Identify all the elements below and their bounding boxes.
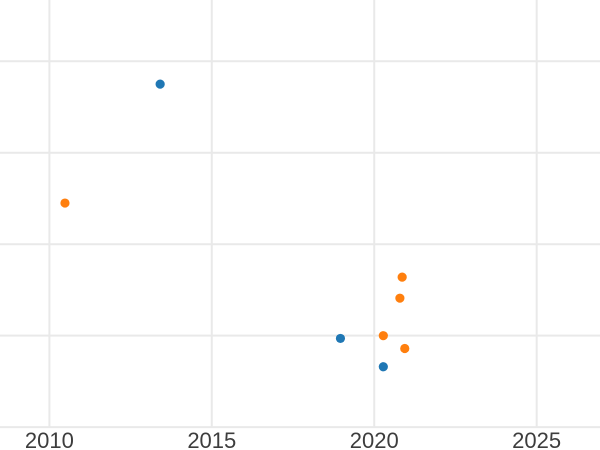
vertical-gridlines [48,0,538,428]
scatter-point-blue[interactable] [378,362,388,372]
scatter-point-orange[interactable] [60,198,70,208]
scatter-point-orange[interactable] [400,343,410,354]
scatter-points [60,79,410,372]
x-tick-label: 2020 [350,428,399,450]
horizontal-gridlines [0,60,600,429]
x-tick-label: 2025 [512,428,561,450]
x-axis-tick-labels: 2010 2015 2020 2025 [25,428,561,450]
scatter-point-orange[interactable] [397,272,407,282]
x-tick-label: 2015 [187,428,236,450]
scatter-point-blue[interactable] [155,79,165,89]
scatter-point-orange[interactable] [395,293,405,303]
scatter-point-orange[interactable] [378,331,388,341]
x-tick-label: 2010 [25,428,74,450]
scatter-point-blue[interactable] [335,333,346,344]
